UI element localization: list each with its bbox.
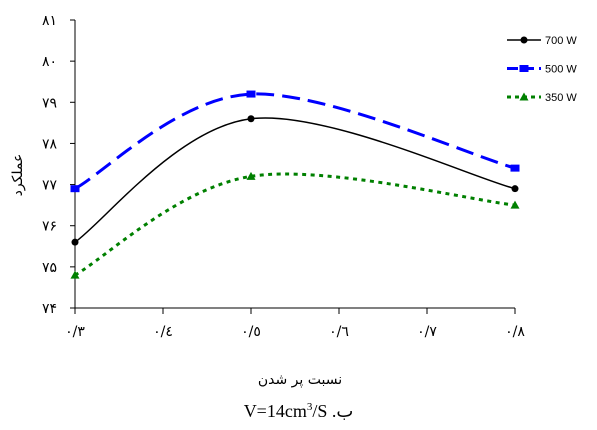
x-tick-label: ٠/٤ [153, 324, 173, 340]
legend-label-500w: 500 W [545, 64, 577, 76]
series-500w [70, 90, 520, 193]
x-tick-label: ٠/٧ [417, 324, 437, 340]
caption-label: ب. [331, 401, 354, 421]
series-line-700w [74, 117, 516, 243]
data-point-marker-350w [510, 200, 520, 209]
data-point-marker-500w [510, 164, 520, 172]
legend-swatch-marker-500w [519, 65, 529, 72]
x-tick-label: ٠/٦ [329, 324, 349, 340]
data-point-marker-350w [70, 270, 80, 279]
x-tick-label: ٠/٥ [241, 324, 261, 340]
data-point-marker-700w [511, 185, 519, 193]
y-tick-label: ۷۷ [42, 178, 58, 194]
formula-main: V=14cm [243, 401, 307, 421]
series-350w [70, 171, 520, 279]
formula-tail: /S [312, 401, 328, 421]
y-axis-title: عملکرد [10, 154, 26, 197]
x-tick-label: ٠/٨ [505, 324, 525, 340]
axes: ۸۱ ۸۰ ۷۹ ۷۸ ۷۷ ۷۶ ۷۵ ۷۴ ٠/٣ ٠/٤ ٠/٥ ٠/٦ ٠/٧ ٠/٨ [42, 13, 525, 340]
y-tick-label: ۷۹ [42, 95, 57, 111]
data-point-marker-500w [246, 90, 256, 98]
legend-item-350w: 350 W [507, 92, 577, 104]
figure-caption: ب. V=14cm3/S [0, 399, 597, 423]
series-line-500w [74, 92, 516, 191]
y-tick-label: ۷۸ [42, 136, 58, 152]
plot-area [70, 90, 520, 279]
y-tick-label: ۸۰ [42, 54, 57, 70]
formula-superscript: 3 [306, 401, 313, 413]
series-line-350w [74, 172, 516, 277]
data-point-marker-700w [71, 238, 79, 246]
legend-label-700w: 700 W [545, 35, 577, 47]
legend-item-500w: 500 W [507, 64, 577, 76]
y-tick-label: ۷۵ [42, 260, 57, 276]
data-point-marker-500w [70, 185, 80, 193]
legend-item-700w: 700 W [507, 35, 577, 47]
y-tick-label: ۷۴ [42, 301, 57, 317]
y-tick-label: ۷۶ [42, 219, 57, 235]
caption-formula: V=14cm3/S [244, 401, 328, 421]
x-tick-label: ٠/٣ [65, 324, 85, 340]
y-tick-label: ۸۱ [42, 13, 57, 29]
legend-swatch-marker-700w [520, 36, 528, 44]
series-700w [71, 115, 519, 246]
legend-label-350w: 350 W [545, 92, 577, 104]
data-point-marker-700w [247, 115, 255, 123]
x-axis-title: نسبت پر شدن [258, 372, 342, 388]
data-point-marker-350w [246, 171, 256, 180]
legend-swatch-marker-350w [519, 92, 529, 101]
legend: 700 W 500 W 350 W [507, 35, 577, 104]
